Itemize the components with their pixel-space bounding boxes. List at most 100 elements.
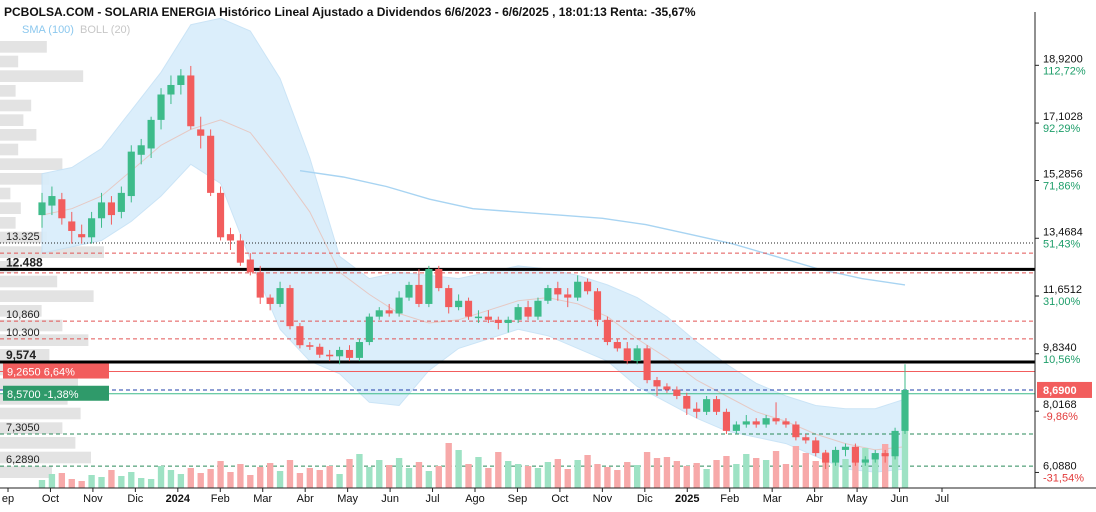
x-axis-label: Feb [720,493,739,505]
volume-bar [693,463,700,488]
volume-bar [465,464,472,488]
volume-bar [118,476,125,488]
x-axis-label: May [847,493,868,505]
right-axis-pct: 112,72% [1043,65,1086,77]
candle-up [127,151,135,197]
right-axis-price: 8,0168 [1043,399,1077,411]
volume-bar [495,452,502,488]
x-axis-label: Dic [127,493,143,505]
volume-bar [58,473,66,488]
candle-down [881,453,889,457]
candle-down [326,354,334,357]
left-level-label: 13.325 [6,231,40,243]
volume-bar [832,457,839,488]
volume-bar [98,477,105,488]
x-axis-label: Mar [253,493,272,505]
volume-bar [842,459,849,488]
candle-up [703,399,711,412]
right-axis-price: 9,8340 [1043,342,1077,354]
right-axis-pct: 92,29% [1043,123,1081,135]
candle-up [38,202,46,216]
candle-up [841,446,850,450]
x-axis-label: Ago [465,493,485,505]
volume-profile-bar [0,231,47,244]
price-badge [3,363,109,379]
candle-down [712,399,721,412]
candle-up [891,430,899,457]
right-axis-price: 17,1028 [1043,111,1083,123]
volume-profile-bar [0,70,84,82]
volume-bar [425,471,433,488]
volume-profile-bar [0,319,63,332]
volume-bar [207,469,214,488]
volume-bar [544,462,552,488]
x-axis-label: Jun [381,493,399,505]
right-axis-pct: 71,86% [1043,181,1081,193]
volume-bar [237,464,244,488]
candle-up [574,281,582,298]
candle-up [336,349,344,357]
volume-profile-bar [0,55,19,68]
candle-down [623,348,631,362]
candle-down [107,202,116,216]
candle-up [177,75,185,85]
volume-bar [772,451,780,488]
x-axis-label: May [337,493,358,505]
candle-up [97,202,106,219]
volume-bar [167,470,175,488]
volume-bar [663,457,671,488]
volume-bar [257,467,264,488]
volume-bar [356,454,363,488]
volume-bar [326,466,333,488]
volume-bar [703,469,710,488]
candle-up [276,288,284,304]
volume-bar [78,481,85,488]
x-axis-label: Oct [42,493,59,505]
candle-up [514,307,522,320]
candles [38,65,909,469]
volume-bar [524,466,532,488]
candle-down [187,75,195,127]
candle-down [216,192,225,238]
x-axis-label: ep [2,493,14,505]
volume-bar [762,460,770,488]
volume-bar [862,448,869,488]
candle-up [88,218,96,238]
volume-bar [376,460,383,488]
bollinger-mid-line [41,119,906,451]
candle-down [782,421,790,425]
price-badge-label: 8,5700 -1,38% [7,389,79,401]
candle-down [197,129,205,136]
candle-up [425,269,433,304]
candle-up [365,316,373,343]
volume-bar [475,457,482,488]
candle-down [752,421,760,425]
volume-bars [38,398,909,488]
right-axis-pct: 51,43% [1043,238,1081,250]
candle-down [246,259,254,273]
volume-profile-bar [0,290,94,302]
volume-bar [306,468,314,488]
candle-up [871,453,879,460]
volume-bar [812,461,819,488]
left-level-label: 6,2890 [6,454,40,466]
candle-down [812,440,820,454]
level-lines [0,242,1035,467]
volume-bar [901,398,909,488]
candle-down [226,234,235,241]
x-axis-labels: ep Oct Nov Dic 2024 Feb Mar Abr May Jun Jul Ago Sep O… [2,488,949,505]
volume-bar [147,479,155,488]
volume-bar [624,462,631,488]
candle-up [901,389,909,431]
volume-profile-bar [0,173,50,185]
candle-down [236,240,244,263]
price-badge [3,385,109,401]
volume-profile-bar [0,349,50,361]
volume-bar [88,475,95,488]
volume-profile-bar [0,114,24,126]
candle-down [316,346,324,355]
candle-up [137,145,145,155]
volume-bar [38,480,46,488]
volume-bar [296,473,304,488]
right-axis-price: 6,0880 [1043,460,1077,472]
